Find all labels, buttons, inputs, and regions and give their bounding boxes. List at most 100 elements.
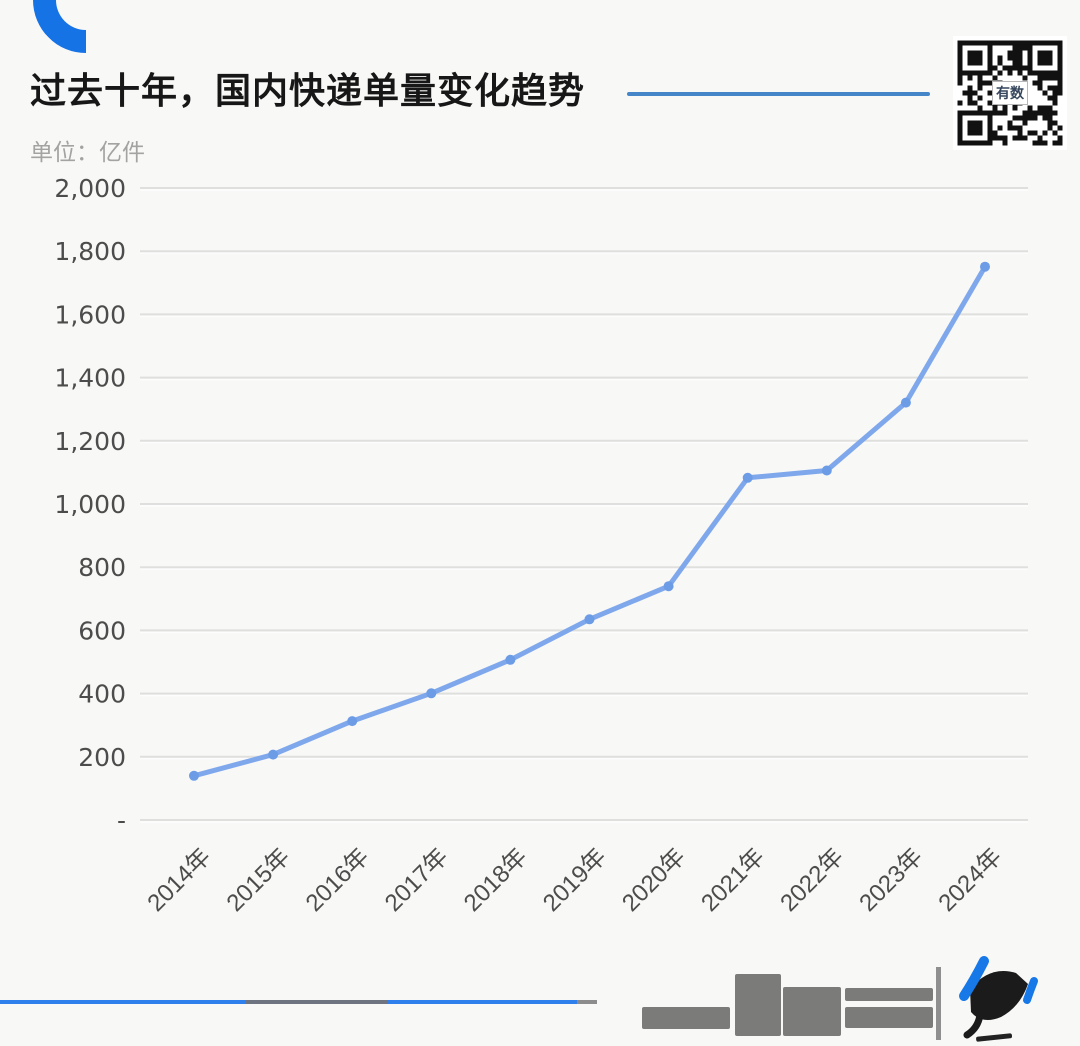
qr-module — [957, 65, 963, 71]
qr-module — [1057, 140, 1063, 146]
qr-module — [1017, 125, 1023, 131]
footer-line-blue-2 — [387, 1000, 577, 1004]
data-point-marker — [980, 261, 990, 272]
qr-module — [997, 135, 1003, 141]
qr-module — [1057, 80, 1063, 86]
qr-module — [1012, 60, 1018, 66]
qr-module — [1052, 40, 1058, 46]
qr-module — [977, 125, 983, 131]
qr-module — [987, 125, 993, 131]
qr-module — [977, 140, 983, 146]
qr-module — [987, 135, 993, 141]
qr-module — [1057, 55, 1063, 61]
y-axis-tick-label: 200 — [78, 743, 126, 772]
qr-module — [962, 70, 968, 76]
qr-module — [1007, 70, 1013, 76]
data-point-marker — [189, 770, 199, 781]
qr-code: 有数 — [953, 36, 1067, 150]
qr-module — [1007, 55, 1013, 61]
qr-module — [1017, 40, 1023, 46]
qr-module — [1042, 70, 1048, 76]
qr-module — [1032, 130, 1038, 136]
qr-module — [1047, 85, 1053, 91]
qr-module — [1017, 130, 1023, 136]
qr-module — [957, 50, 963, 56]
qr-module — [1012, 50, 1018, 56]
qr-module — [967, 90, 973, 96]
qr-module — [967, 55, 973, 61]
qr-module — [1027, 110, 1033, 116]
qr-module — [1042, 90, 1048, 96]
page-title: 过去十年，国内快递单量变化趋势 — [30, 70, 586, 111]
qr-module — [1057, 50, 1063, 56]
qr-module — [1047, 125, 1053, 131]
qr-module — [1042, 140, 1048, 146]
qr-module — [967, 75, 973, 81]
qr-module — [1012, 65, 1018, 71]
qr-module — [1032, 70, 1038, 76]
qr-module — [987, 115, 993, 121]
data-point-marker — [426, 688, 437, 699]
qr-module — [1042, 130, 1048, 136]
qr-module — [1007, 125, 1013, 131]
qr-module — [1032, 140, 1038, 146]
qr-module — [987, 140, 993, 146]
line-chart: 2,000 1,800 1,600 1,400 1,200 1,000 800 600 400 2… — [54, 174, 1028, 917]
qr-module — [992, 65, 998, 71]
qr-module — [967, 60, 973, 66]
qr-module — [957, 115, 963, 121]
qr-module — [982, 140, 988, 146]
qr-module — [977, 40, 983, 46]
qr-module — [972, 55, 978, 61]
qr-module — [1052, 85, 1058, 91]
y-axis-tick-label: 1,800 — [54, 237, 126, 266]
qr-module — [1037, 135, 1043, 141]
x-axis-tick-label: 2016年 — [301, 843, 375, 917]
qr-module — [977, 60, 983, 66]
qr-module — [1052, 130, 1058, 136]
qr-module — [1047, 40, 1053, 46]
qr-module — [992, 75, 998, 81]
qr-module — [1052, 75, 1058, 81]
qr-module — [1027, 50, 1033, 56]
qr-module — [1022, 65, 1028, 71]
qr-module — [957, 60, 963, 66]
qr-module — [1057, 90, 1063, 96]
qr-module — [957, 100, 963, 106]
censored-watermark-block — [833, 1014, 840, 1021]
qr-module — [1037, 55, 1043, 61]
qr-module — [992, 135, 998, 141]
qr-module — [977, 95, 983, 101]
qr-module — [987, 60, 993, 66]
qr-module — [957, 80, 963, 86]
qr-module — [992, 130, 998, 136]
qr-module — [962, 40, 968, 46]
qr-module — [977, 105, 983, 111]
x-axis-tick-label: 2022年 — [775, 843, 849, 917]
qr-module — [1007, 120, 1013, 126]
qr-module — [1037, 40, 1043, 46]
brand-logo-icon — [959, 956, 1038, 1042]
qr-module — [1057, 40, 1063, 46]
qr-module — [987, 100, 993, 106]
qr-module — [1037, 140, 1043, 146]
qr-module — [1012, 40, 1018, 46]
qr-module — [1032, 40, 1038, 46]
qr-module — [1052, 110, 1058, 116]
qr-module — [1022, 135, 1028, 141]
qr-module — [1027, 55, 1033, 61]
qr-module — [982, 40, 988, 46]
qr-module — [982, 70, 988, 76]
y-axis-tick-label: 600 — [78, 616, 126, 645]
qr-module — [1017, 60, 1023, 66]
qr-module — [997, 60, 1003, 66]
qr-module — [992, 40, 998, 46]
qr-module — [967, 120, 973, 126]
qr-module — [1002, 105, 1008, 111]
qr-module — [1037, 105, 1043, 111]
qr-module — [1042, 110, 1048, 116]
censored-watermark-block — [845, 988, 933, 1001]
x-axis-tick-label: 2017年 — [380, 843, 454, 917]
x-axis-tick-label: 2018年 — [459, 843, 533, 917]
qr-module — [972, 140, 978, 146]
